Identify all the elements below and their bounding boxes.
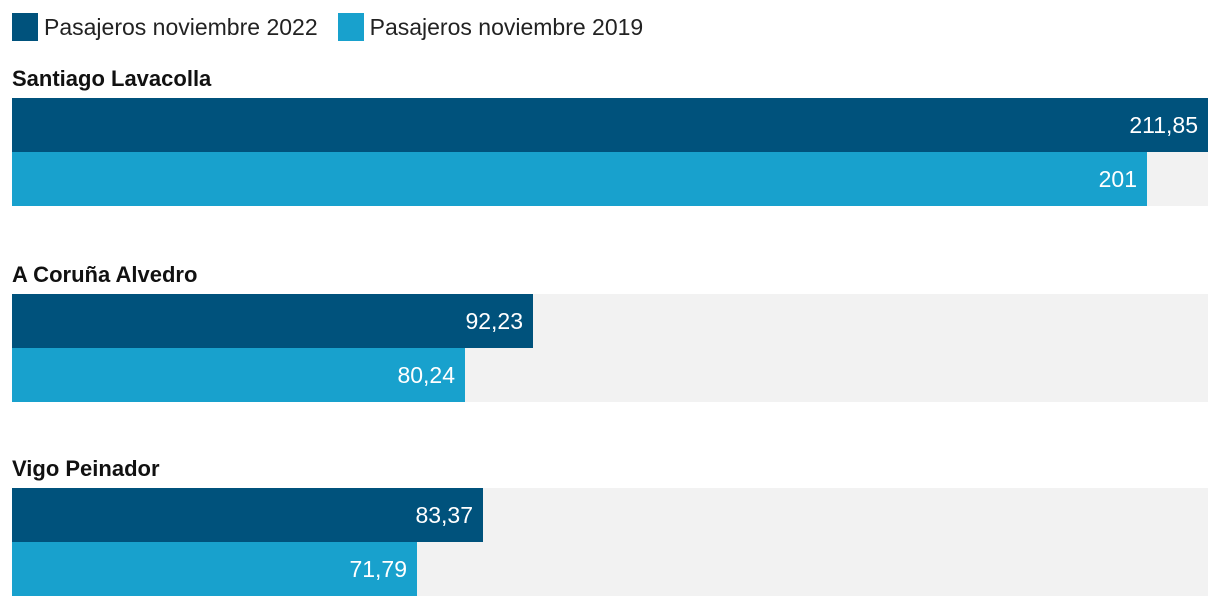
legend-item-2019: Pasajeros noviembre 2019 (337, 13, 644, 41)
category-label-coruna: A Coruña Alvedro (12, 262, 198, 287)
category-label-vigo: Vigo Peinador (12, 456, 160, 481)
bar-coruna-2019 (12, 348, 465, 402)
bar-label-santiago-2019: 201 (1098, 166, 1137, 192)
legend-swatch-2022 (12, 13, 38, 41)
bar-track: 71,79 (12, 542, 1208, 596)
bar-track: 201 (12, 152, 1208, 206)
bar-group-coruna: A Coruña Alvedro 92,23 80,24 (12, 260, 1208, 402)
category-label-santiago: Santiago Lavacolla (12, 66, 212, 91)
bar-track: 83,37 (12, 488, 1208, 542)
legend-item-2022: Pasajeros noviembre 2022 (12, 13, 318, 41)
chart-legend: Pasajeros noviembre 2022 Pasajeros novie… (12, 12, 663, 42)
bar-santiago-2022 (12, 98, 1208, 152)
legend-label-2019: Pasajeros noviembre 2019 (369, 13, 644, 40)
bar-label-santiago-2022: 211,85 (1129, 112, 1198, 138)
bar-santiago-2019 (12, 152, 1147, 206)
bar-label-coruna-2019: 80,24 (397, 362, 455, 388)
bar-label-vigo-2022: 83,37 (415, 502, 473, 528)
legend-label-2022: Pasajeros noviembre 2022 (44, 13, 318, 40)
bar-label-vigo-2019: 71,79 (349, 556, 407, 582)
bar-group-santiago: Santiago Lavacolla 211,85 201 (12, 64, 1208, 206)
bar-track: 80,24 (12, 348, 1208, 402)
bar-vigo-2019 (12, 542, 417, 596)
bar-group-vigo: Vigo Peinador 83,37 71,79 (12, 454, 1208, 596)
bar-track: 92,23 (12, 294, 1208, 348)
bar-vigo-2022 (12, 488, 483, 542)
bar-coruna-2022 (12, 294, 533, 348)
legend-swatch-2019 (337, 13, 364, 41)
bar-track: 211,85 (12, 98, 1208, 152)
bar-label-coruna-2022: 92,23 (465, 308, 523, 334)
